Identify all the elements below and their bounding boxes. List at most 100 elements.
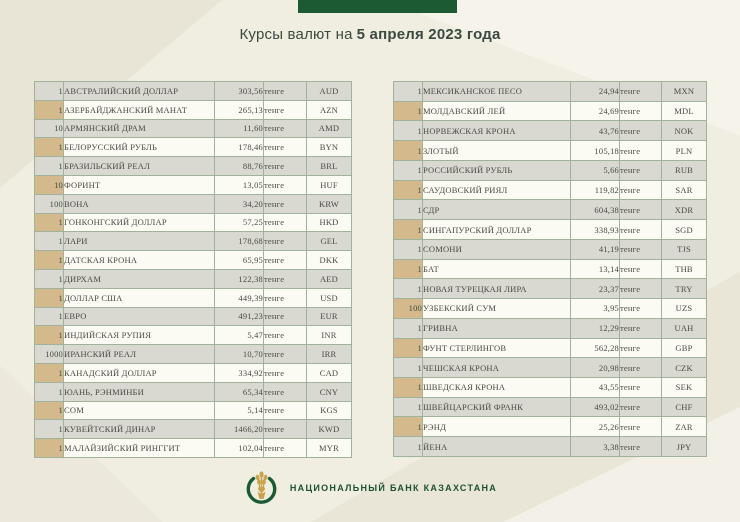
cell-unit: тенге — [263, 325, 307, 346]
cell-code: TRY — [661, 278, 707, 300]
cell-rate: 5,66 — [570, 159, 620, 181]
cell-qty: 1 — [393, 317, 423, 339]
bank-name: НАЦИОНАЛЬНЫЙ БАНК КАЗАХСТАНА — [289, 483, 498, 493]
cell-code: MXN — [661, 81, 707, 102]
cell-qty: 1 — [393, 436, 423, 457]
cell-unit: тенге — [263, 344, 307, 364]
currency-row: 1 СОМОНИ 41,19 тенге TJS — [393, 238, 707, 260]
cell-name: САУДОВСКИЙ РИЯЛ — [422, 179, 571, 201]
cell-rate: 24,69 — [570, 100, 620, 122]
cell-rate: 12,29 — [570, 317, 620, 339]
currency-row: 1 САУДОВСКИЙ РИЯЛ 119,82 тенге SAR — [393, 179, 707, 201]
cell-name: ГОНКОНГСКИЙ ДОЛЛАР — [63, 212, 215, 233]
cell-code: UZS — [661, 298, 707, 319]
cell-rate: 43,76 — [570, 120, 620, 142]
title-prefix: Курсы валют на — [239, 26, 353, 43]
cell-name: ЗЛОТЫЙ — [422, 140, 571, 161]
currency-row: 1 ГОНКОНГСКИЙ ДОЛЛАР 57,25 тенге HKD — [34, 212, 352, 233]
cell-name: ЛАРИ — [63, 231, 215, 252]
cell-unit: тенге — [263, 400, 307, 421]
cell-code: JPY — [661, 436, 707, 457]
currency-row: 10 ФОРИНТ 13,05 тенге HUF — [34, 174, 352, 195]
currency-row: 1 НОРВЕЖСКАЯ КРОНА 43,76 тенге NOK — [393, 120, 707, 142]
currency-row: 1 ДАТСКАЯ КРОНА 65,95 тенге DKK — [34, 250, 352, 270]
cell-name: ДАТСКАЯ КРОНА — [63, 250, 215, 270]
cell-unit: тенге — [263, 306, 307, 327]
cell-rate: 178,68 — [214, 231, 264, 252]
cell-unit: тенге — [263, 362, 307, 383]
cell-unit: тенге — [619, 81, 662, 102]
cell-unit: тенге — [263, 231, 307, 252]
currency-row: 1 ФУНТ СТЕРЛИНГОВ 562,28 тенге GBP — [393, 337, 707, 359]
cell-unit: тенге — [619, 298, 662, 319]
cell-qty: 1 — [393, 238, 423, 260]
currency-row: 1 МЕКСИКАНСКОЕ ПЕСО 24,94 тенге MXN — [393, 81, 707, 102]
currency-row: 100 УЗБЕКСКИЙ СУМ 3,95 тенге UZS — [393, 298, 707, 319]
cell-rate: 102,04 — [214, 438, 264, 458]
cell-qty: 1 — [393, 199, 423, 221]
cell-name: ЧЕШСКАЯ КРОНА — [422, 357, 571, 379]
cell-name: МОЛДАВСКИЙ ЛЕЙ — [422, 100, 571, 122]
cell-unit: тенге — [263, 137, 307, 158]
currency-row: 1 СДР 604,38 тенге XDR — [393, 199, 707, 221]
currency-row: 1 ИНДИЙСКАЯ РУПИЯ 5,47 тенге INR — [34, 325, 352, 346]
cell-qty: 1 — [34, 268, 64, 289]
cell-rate: 43,55 — [570, 377, 620, 398]
cell-code: GBP — [661, 337, 707, 359]
currency-row: 1 ЮАНЬ, РЭНМИНБИ 65,34 тенге CNY — [34, 381, 352, 402]
cell-code: AUD — [306, 81, 352, 101]
cell-code: GEL — [306, 231, 352, 252]
cell-qty: 1 — [34, 400, 64, 421]
cell-rate: 5,14 — [214, 400, 264, 421]
cell-qty: 1 — [393, 416, 423, 438]
cell-qty: 1 — [34, 99, 64, 120]
cell-qty: 1000 — [34, 344, 64, 364]
cell-rate: 13,14 — [570, 258, 620, 280]
cell-rate: 303,56 — [214, 81, 264, 101]
cell-code: EUR — [306, 306, 352, 327]
cell-code: AMD — [306, 118, 352, 139]
cell-rate: 23,37 — [570, 278, 620, 300]
cell-qty: 1 — [34, 438, 64, 458]
cell-unit: тенге — [619, 120, 662, 142]
cell-unit: тенге — [263, 381, 307, 402]
cell-code: CHF — [661, 396, 707, 418]
cell-code: SAR — [661, 179, 707, 201]
cell-code: KGS — [306, 400, 352, 421]
cell-code: XDR — [661, 199, 707, 221]
cell-rate: 3,95 — [570, 298, 620, 319]
cell-qty: 1 — [34, 81, 64, 101]
cell-name: ЙЕНА — [422, 436, 571, 457]
header-green-tab — [298, 0, 457, 13]
footer: НАЦИОНАЛЬНЫЙ БАНК КАЗАХСТАНА — [0, 468, 740, 508]
cell-unit: тенге — [263, 118, 307, 139]
cell-qty: 1 — [393, 140, 423, 161]
cell-rate: 5,47 — [214, 325, 264, 346]
currency-row: 1 АВСТРАЛИЙСКИЙ ДОЛЛАР 303,56 тенге AUD — [34, 81, 352, 101]
cell-qty: 10 — [34, 118, 64, 139]
cell-name: ФУНТ СТЕРЛИНГОВ — [422, 337, 571, 359]
cell-unit: тенге — [619, 159, 662, 181]
cell-rate: 65,95 — [214, 250, 264, 270]
currency-row: 1 БЕЛОРУССКИЙ РУБЛЬ 178,46 тенге BYN — [34, 137, 352, 158]
cell-rate: 3,38 — [570, 436, 620, 457]
cell-code: RUB — [661, 159, 707, 181]
currency-row: 1 ЕВРО 491,23 тенге EUR — [34, 306, 352, 327]
cell-qty: 100 — [34, 193, 64, 214]
currency-row: 1 СИНГАПУРСКИЙ ДОЛЛАР 338,93 тенге SGD — [393, 219, 707, 240]
cell-qty: 1 — [393, 120, 423, 142]
cell-unit: тенге — [263, 174, 307, 195]
cell-unit: тенге — [263, 212, 307, 233]
cell-name: ФОРИНТ — [63, 174, 215, 195]
currency-row: 1 РОССИЙСКИЙ РУБЛЬ 5,66 тенге RUB — [393, 159, 707, 181]
cell-code: BRL — [306, 156, 352, 176]
cell-rate: 334,92 — [214, 362, 264, 383]
cell-code: CAD — [306, 362, 352, 383]
cell-unit: тенге — [263, 81, 307, 101]
cell-qty: 1 — [34, 381, 64, 402]
currency-row: 1 БРАЗИЛЬСКИЙ РЕАЛ 88,76 тенге BRL — [34, 156, 352, 176]
cell-code: SGD — [661, 219, 707, 240]
cell-qty: 1 — [34, 137, 64, 158]
title-date: 5 апреля 2023 года — [356, 26, 501, 43]
cell-name: АРМЯНСКИЙ ДРАМ — [63, 118, 215, 139]
